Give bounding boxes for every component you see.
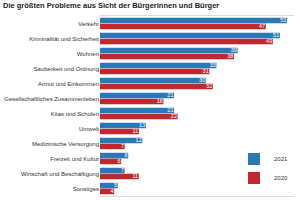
svg-text:Sauberkeit und Ordnung: Sauberkeit und Ordnung — [34, 66, 99, 72]
svg-text:2021: 2021 — [274, 156, 288, 162]
svg-text:Medizinische Versorgung: Medizinische Versorgung — [32, 141, 99, 147]
svg-text:Wirtschaft und Beschäftigung: Wirtschaft und Beschäftigung — [21, 171, 99, 177]
svg-text:Verkehr: Verkehr — [78, 21, 99, 27]
svg-text:5: 5 — [114, 182, 117, 188]
svg-text:Freizeit und Kultur: Freizeit und Kultur — [50, 156, 99, 162]
svg-text:31: 31 — [203, 68, 209, 74]
svg-text:7: 7 — [121, 143, 124, 149]
svg-text:2020: 2020 — [274, 175, 288, 181]
svg-text:Umwelt: Umwelt — [79, 126, 99, 132]
svg-text:Gesellschaftliches Zusammenleb: Gesellschaftliches Zusammenleben — [4, 96, 99, 102]
svg-text:49: 49 — [266, 38, 272, 44]
svg-text:51: 51 — [273, 32, 279, 38]
svg-text:Armut und Einkommen: Armut und Einkommen — [38, 81, 99, 87]
svg-text:Kitas und Schulen: Kitas und Schulen — [51, 111, 99, 117]
svg-text:11: 11 — [132, 173, 138, 179]
svg-text:11: 11 — [132, 128, 138, 134]
svg-text:Wohnen: Wohnen — [77, 51, 99, 57]
svg-text:8: 8 — [125, 152, 128, 158]
svg-text:7: 7 — [121, 167, 124, 173]
svg-text:18: 18 — [157, 98, 163, 104]
svg-text:21: 21 — [167, 92, 173, 98]
svg-text:38: 38 — [227, 53, 233, 59]
svg-text:30: 30 — [199, 77, 205, 83]
svg-text:6: 6 — [117, 158, 120, 164]
svg-text:13: 13 — [139, 122, 145, 128]
svg-text:Die größten Probleme aus Sicht: Die größten Probleme aus Sicht der Bürge… — [3, 1, 219, 10]
svg-text:47: 47 — [259, 23, 265, 29]
svg-text:12: 12 — [136, 137, 142, 143]
svg-text:Sonstiges: Sonstiges — [73, 186, 99, 192]
svg-text:Kriminalität und Sicherheit: Kriminalität und Sicherheit — [29, 36, 99, 42]
svg-text:53: 53 — [280, 17, 286, 23]
svg-text:21: 21 — [167, 107, 173, 113]
svg-text:32: 32 — [206, 83, 212, 89]
svg-text:39: 39 — [231, 47, 237, 53]
svg-text:4: 4 — [110, 188, 113, 194]
svg-text:22: 22 — [171, 113, 177, 119]
svg-text:33: 33 — [210, 62, 216, 68]
